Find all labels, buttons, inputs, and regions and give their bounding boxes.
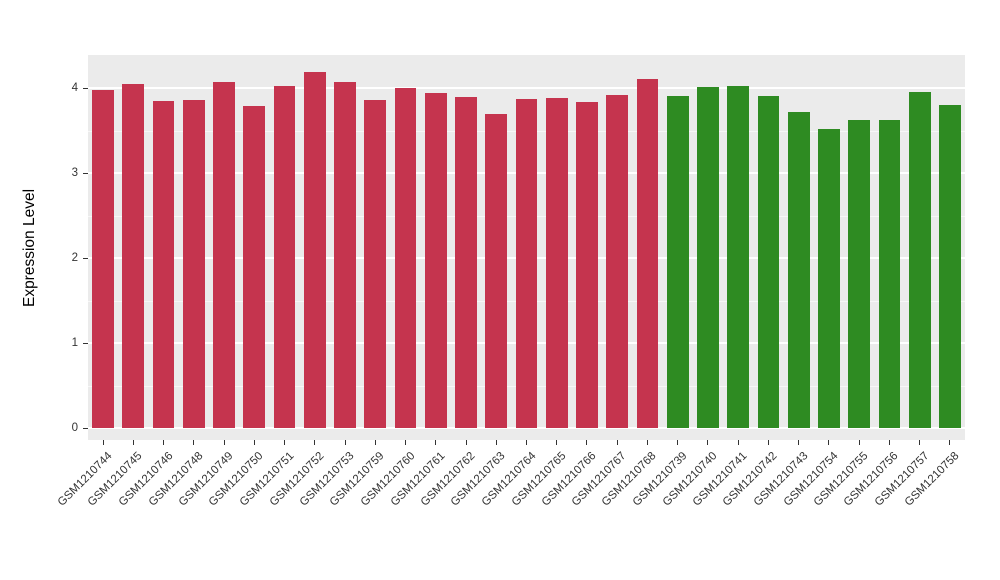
x-tick-mark — [314, 440, 316, 445]
bar-GSM1210765 — [545, 98, 568, 428]
bar-GSM1210750 — [243, 105, 266, 428]
x-tick-mark — [163, 440, 165, 445]
x-tick-mark — [132, 440, 134, 445]
bar-GSM1210761 — [424, 93, 447, 428]
plot-panel — [88, 55, 965, 440]
x-tick-mark — [919, 440, 921, 445]
bar-GSM1210739 — [666, 95, 689, 428]
y-tick-label: 1 — [71, 337, 78, 350]
y-tick-label: 3 — [71, 167, 78, 180]
y-tick-label: 4 — [71, 82, 78, 95]
x-tick-mark — [707, 440, 709, 445]
x-tick-mark — [586, 440, 588, 445]
bar-GSM1210756 — [878, 120, 901, 428]
x-tick-mark — [556, 440, 558, 445]
bar-GSM1210766 — [576, 101, 598, 428]
x-tick-mark — [405, 440, 407, 445]
bar-GSM1210743 — [787, 111, 810, 428]
x-tick-mark — [888, 440, 890, 445]
x-tick-mark — [102, 440, 104, 445]
y-tick-mark — [83, 427, 88, 429]
x-tick-mark — [223, 440, 225, 445]
y-axis-title-text: Expression Level — [21, 188, 39, 307]
bar-GSM1210760 — [394, 88, 417, 428]
bar-GSM1210746 — [152, 100, 175, 428]
y-tick-label: 0 — [71, 422, 78, 434]
y-tick-label: 2 — [71, 252, 78, 265]
bar-GSM1210759 — [364, 100, 387, 428]
y-tick-mark — [83, 342, 88, 344]
bar-GSM1210740 — [697, 87, 719, 428]
bar-GSM1210764 — [515, 99, 538, 428]
bar-GSM1210751 — [273, 86, 296, 428]
x-tick-mark — [495, 440, 497, 445]
x-tick-mark — [374, 440, 376, 445]
bar-GSM1210741 — [727, 86, 750, 428]
x-tick-mark — [677, 440, 679, 445]
bar-GSM1210763 — [485, 114, 508, 428]
x-tick-mark — [828, 440, 830, 445]
y-tick-mark — [83, 172, 88, 174]
x-tick-mark — [526, 440, 527, 445]
bar-GSM1210755 — [848, 120, 871, 428]
bar-GSM1210748 — [182, 100, 205, 428]
y-tick-mark — [83, 257, 88, 259]
x-tick-mark — [465, 440, 467, 445]
bar-GSM1210742 — [757, 95, 780, 428]
bar-GSM1210767 — [606, 94, 629, 428]
x-tick-mark — [858, 440, 860, 445]
bar-GSM1210752 — [303, 71, 326, 428]
x-tick-mark — [767, 440, 769, 445]
bar-GSM1210757 — [908, 91, 931, 428]
x-tick-mark — [616, 440, 618, 445]
bar-GSM1210744 — [92, 89, 114, 428]
bar-GSM1210753 — [334, 82, 356, 428]
x-tick-mark — [193, 440, 195, 445]
x-tick-mark — [435, 440, 437, 445]
y-axis-title: Expression Level — [14, 55, 46, 440]
y-tick-mark — [83, 87, 88, 89]
bar-GSM1210758 — [938, 105, 961, 428]
gridline-major — [88, 427, 965, 429]
x-tick-mark — [737, 440, 739, 445]
bar-GSM1210745 — [122, 83, 145, 428]
x-tick-mark — [798, 440, 800, 445]
bar-GSM1210749 — [213, 82, 235, 428]
x-tick-mark — [253, 440, 255, 445]
bar-GSM1210754 — [818, 128, 840, 428]
x-tick-mark — [949, 440, 951, 445]
x-tick-mark — [646, 440, 648, 445]
x-tick-mark — [284, 440, 286, 445]
gridline-major — [88, 87, 965, 89]
bar-GSM1210768 — [636, 78, 659, 428]
x-tick-mark — [344, 440, 346, 445]
bar-GSM1210762 — [455, 97, 477, 428]
